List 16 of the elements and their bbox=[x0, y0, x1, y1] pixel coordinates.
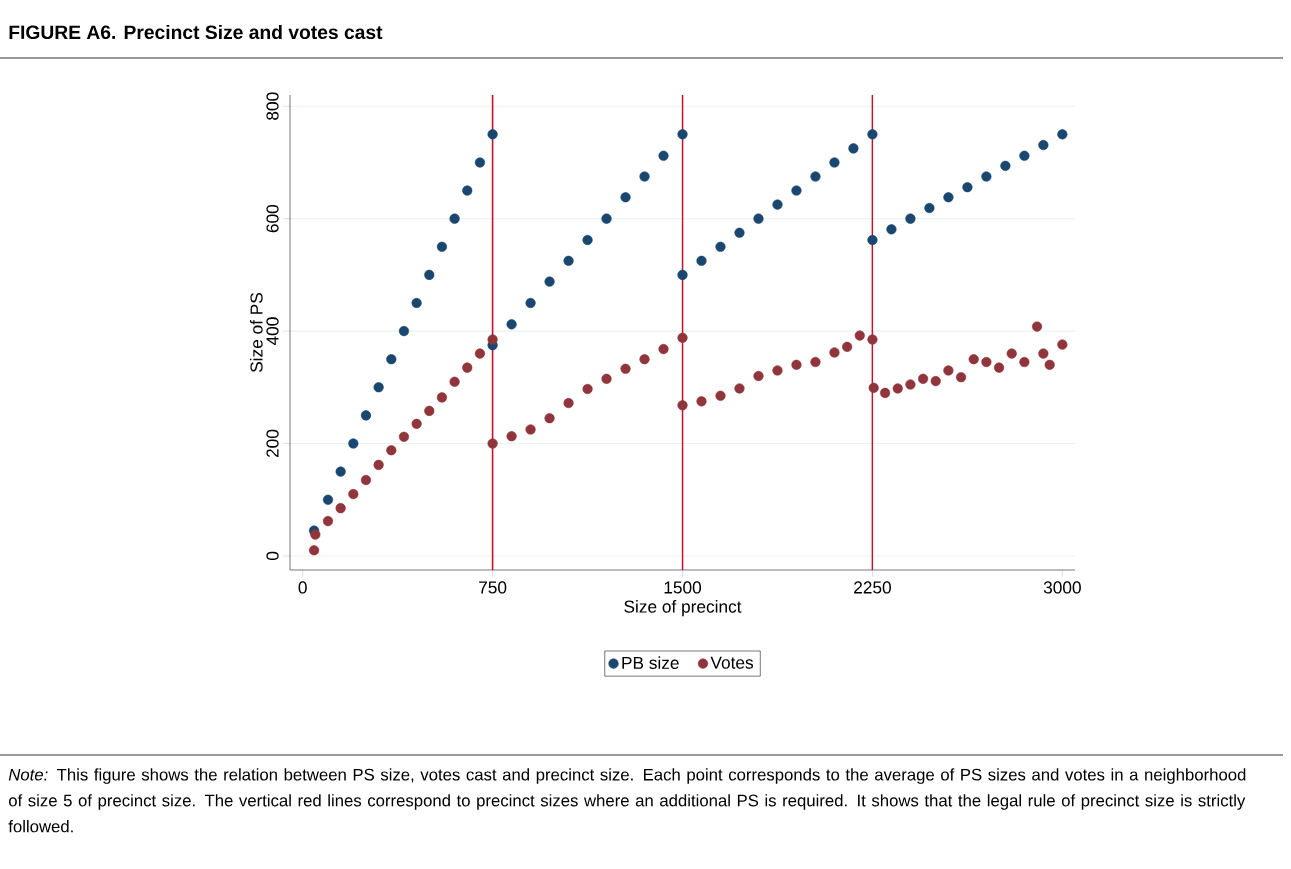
legend-label: Votes bbox=[710, 656, 754, 669]
y-tick-label: 600 bbox=[266, 204, 279, 233]
y-tick-label: 0 bbox=[266, 551, 279, 561]
y-tick-label: 200 bbox=[266, 429, 279, 458]
text: Note: This figure shows the relation between PS size, votes cast and precinct size. Each point corresponds to the average of PS sizes and votes in a neighborhood of size 5 of precinct size. The vertical red lines correspond to precinct sizes where an additional PS is required. It shows that the legal rule of precinct size is strictly followed. bbox=[8, 768, 1246, 833]
y-tick-label: 800 bbox=[266, 92, 279, 120]
x-axis-title: Size of precinct bbox=[624, 600, 742, 617]
x-tick-label: 1500 bbox=[664, 581, 702, 594]
legend-label: PB size bbox=[622, 656, 679, 670]
y-tick-label: 400 bbox=[266, 317, 279, 346]
x-tick-label: 3000 bbox=[1043, 581, 1081, 594]
x-tick-label: 2250 bbox=[854, 581, 891, 594]
x-tick-label: 0 bbox=[298, 581, 307, 594]
chart-title: FIGURE A6. Precinct Size and votes cast bbox=[9, 24, 383, 40]
y-axis-title: Size of PS bbox=[249, 292, 263, 373]
x-tick-label: 750 bbox=[479, 581, 507, 594]
